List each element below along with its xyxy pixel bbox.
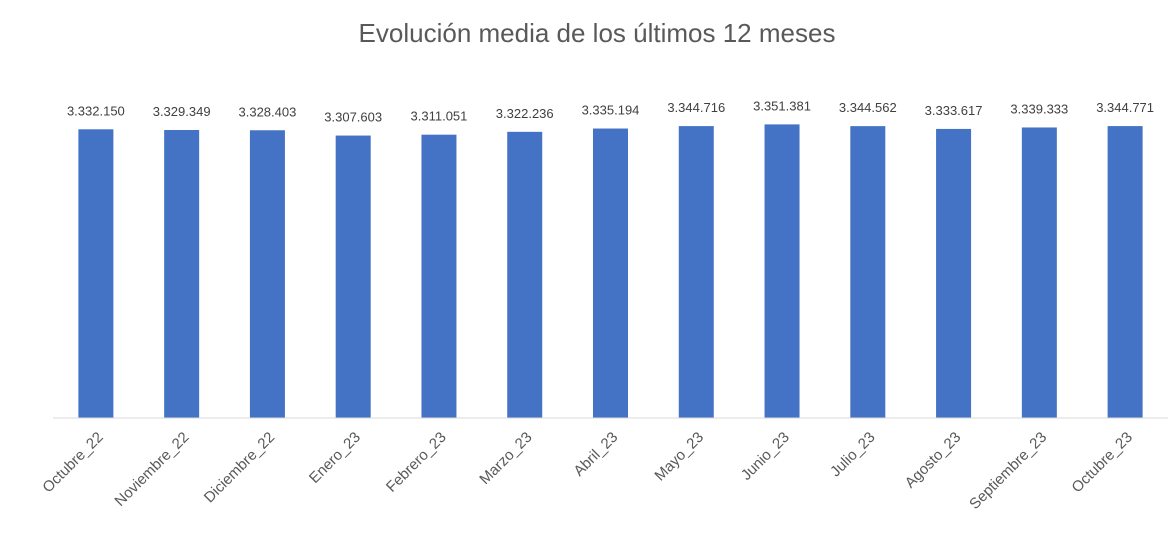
x-tick-label: Agosto_23 — [902, 429, 965, 492]
x-tick-label: Diciembre_22 — [201, 429, 278, 506]
value-label: 3.351.381 — [753, 98, 811, 113]
x-tick-label: Febrero_23 — [383, 429, 450, 496]
value-label: 3.329.349 — [153, 104, 211, 119]
value-label: 3.307.603 — [324, 110, 382, 125]
x-tick-label: Abril_23 — [570, 429, 621, 480]
value-label: 3.322.236 — [496, 106, 554, 121]
bar — [764, 124, 800, 419]
x-tick-label: Octubre_22 — [39, 429, 106, 496]
bar — [678, 126, 714, 419]
bar — [850, 126, 886, 418]
x-tick-label: Septiembre_23 — [966, 429, 1050, 513]
value-label: 3.335.194 — [582, 103, 640, 118]
x-tick-label: Junio_23 — [738, 429, 793, 484]
bar — [78, 129, 114, 418]
value-label: 3.333.617 — [925, 103, 983, 118]
bar — [164, 130, 200, 419]
value-label: 3.344.716 — [667, 100, 725, 115]
x-tick-label: Mayo_23 — [651, 429, 707, 485]
bar — [1107, 126, 1143, 418]
bar — [249, 130, 285, 418]
value-label: 3.339.333 — [1010, 101, 1068, 116]
x-tick-label: Octubre_23 — [1068, 429, 1135, 496]
x-tick-label: Julio_23 — [827, 429, 879, 481]
bar — [335, 135, 371, 419]
x-tick-label: Noviembre_22 — [111, 429, 192, 510]
value-label: 3.344.562 — [839, 100, 897, 115]
value-label: 3.311.051 — [411, 109, 468, 124]
chart-title: Evolución media de los últimos 12 meses — [359, 18, 836, 48]
value-label: 3.344.771 — [1096, 100, 1154, 115]
bar — [593, 128, 628, 419]
value-label: 3.328.403 — [239, 104, 297, 119]
bar — [421, 134, 457, 418]
x-tick-label: Enero_23 — [306, 429, 364, 487]
bar — [936, 128, 972, 418]
x-tick-label: Marzo_23 — [476, 429, 535, 488]
bar — [1021, 127, 1057, 418]
value-label: 3.332.150 — [67, 103, 125, 118]
bar — [507, 131, 543, 418]
